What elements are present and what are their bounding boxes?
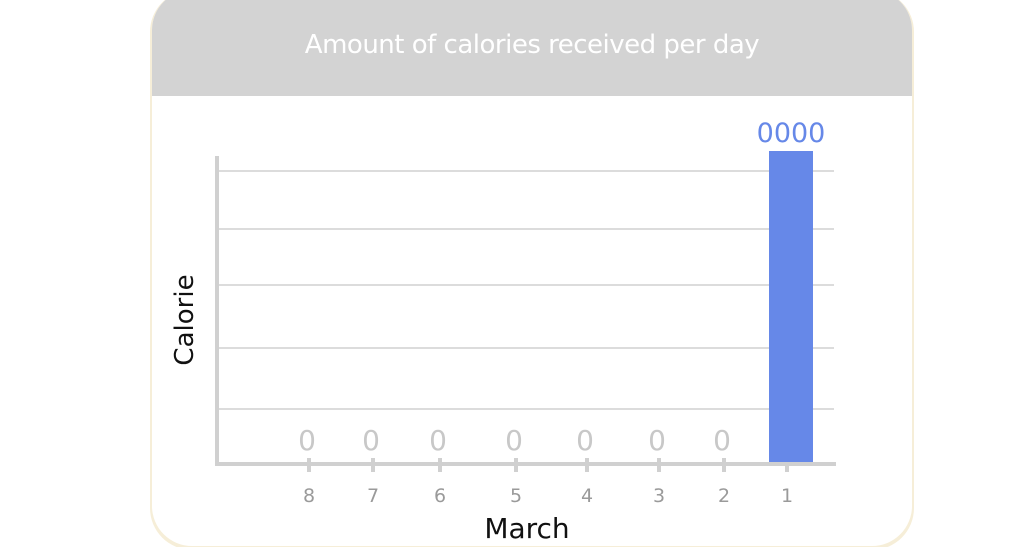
x-tick-label: 5 xyxy=(510,485,522,507)
bar-value-label: 0 xyxy=(713,424,731,457)
x-tick-label: 4 xyxy=(581,485,593,507)
x-axis-title: March xyxy=(484,512,569,545)
bar-value-label: 0 xyxy=(648,424,666,457)
bar-value-label: 0 xyxy=(429,424,447,457)
x-tick-label: 6 xyxy=(434,485,446,507)
x-tick-label: 2 xyxy=(718,485,730,507)
bar xyxy=(769,151,813,462)
bar-value-label: 0 xyxy=(362,424,380,457)
card-header: Amount of calories received per day xyxy=(152,0,912,96)
x-tick-label: 7 xyxy=(367,485,379,507)
bar-value-label: 0 xyxy=(298,424,316,457)
x-tick-label: 8 xyxy=(303,485,315,507)
bar-value-label: 0 xyxy=(576,424,594,457)
chart-title: Amount of calories received per day xyxy=(304,30,760,60)
y-axis-title: Calorie xyxy=(170,274,200,365)
bar-value-label: 0000 xyxy=(757,118,826,149)
x-tick-label: 3 xyxy=(653,485,665,507)
x-tick-label: 1 xyxy=(781,485,793,507)
bar-value-label: 0 xyxy=(505,424,523,457)
